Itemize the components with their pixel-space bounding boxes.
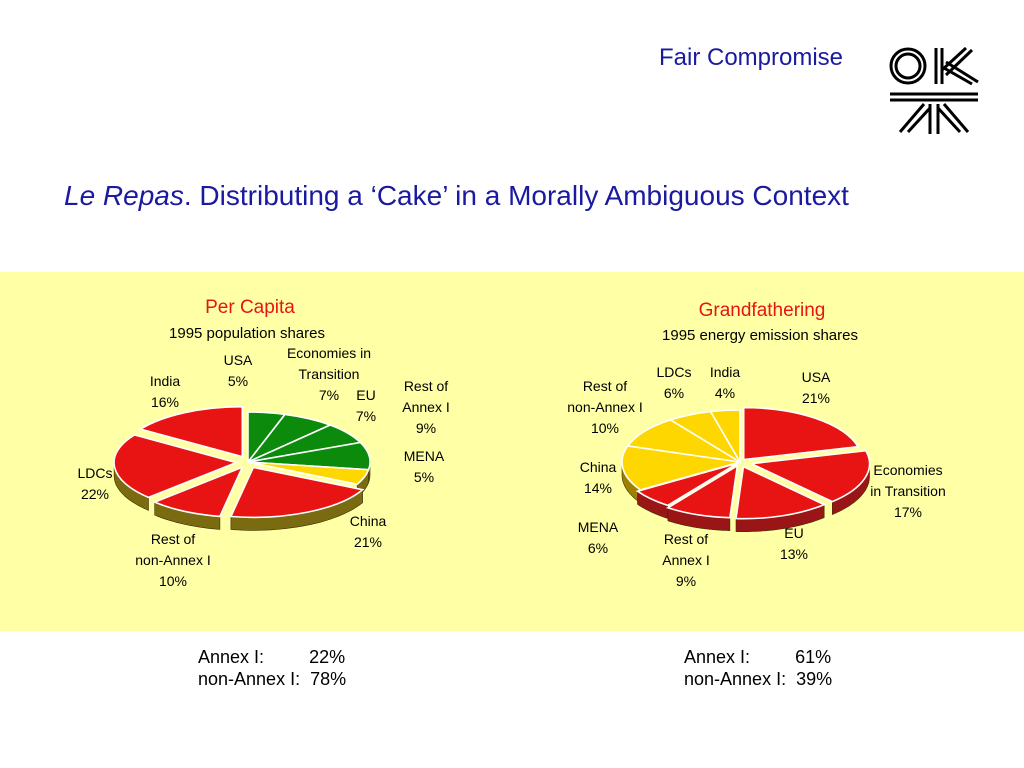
- pie-slice: [748, 449, 871, 503]
- slice-label-line: Annex I: [662, 552, 709, 568]
- slice-label-line: India: [150, 373, 181, 389]
- slice-label-line: Economies in: [287, 345, 371, 361]
- slice-label: India 16%: [150, 373, 181, 410]
- pie-slice: [138, 405, 244, 458]
- slice-label-line: 13%: [780, 546, 808, 562]
- totals-value: 39%: [796, 669, 833, 689]
- slice-label: Economies in Transition 7%: [287, 345, 371, 403]
- slide-title: Le Repas. Distributing a ‘Cake’ in a Mor…: [64, 180, 849, 212]
- slice-label-line: 16%: [151, 394, 179, 410]
- slice-label: LDCs 22%: [77, 465, 112, 502]
- slice-label: Rest of Annex I 9%: [402, 378, 449, 436]
- slice-label-line: USA: [224, 352, 253, 368]
- slice-label-line: 14%: [584, 480, 612, 496]
- pie-slice: [635, 462, 738, 507]
- chart-title: Grandfathering: [699, 300, 826, 321]
- slice-label-line: India: [710, 364, 741, 380]
- slice-label: LDCs 6%: [656, 364, 691, 401]
- slice-label: EU 13%: [780, 525, 808, 562]
- pie-slice: [621, 445, 741, 491]
- slice-label-line: China: [350, 513, 387, 529]
- totals-per-capita: Annex I: 22% non-Annex I: 78%: [198, 646, 346, 690]
- slice-label-line: Rest of: [404, 378, 448, 394]
- chart-subtitle: 1995 energy emission shares: [662, 327, 858, 344]
- pie-chart-per-capita: Per Capita 1995 population shares USA 5% Eco…: [77, 297, 449, 589]
- logo-icon: [889, 46, 979, 134]
- slice-label: Rest of non-Annex I 10%: [135, 531, 211, 589]
- slice-label-line: 22%: [81, 486, 109, 502]
- slice-label-line: non-Annex I: [135, 552, 211, 568]
- slice-label-line: in Transition: [870, 483, 945, 499]
- slice-label: India 4%: [710, 364, 741, 401]
- slice-label-line: LDCs: [656, 364, 691, 380]
- slice-label: USA 5%: [224, 352, 253, 389]
- totals-value: 61%: [795, 647, 832, 667]
- totals-row: Annex I: 22%: [198, 646, 346, 668]
- slice-label-line: 21%: [802, 390, 830, 406]
- pie-slice: [665, 464, 739, 519]
- slice-label-line: Rest of: [583, 378, 627, 394]
- totals-grandfathering: Annex I: 61% non-Annex I: 39%: [684, 646, 832, 690]
- slice-label-line: 6%: [664, 385, 684, 401]
- slice-label-line: 5%: [414, 469, 434, 485]
- totals-row: non-Annex I: 39%: [684, 668, 832, 690]
- pie-slice: [742, 406, 860, 461]
- slice-label-line: MENA: [578, 519, 619, 535]
- slice-label: MENA 6%: [578, 519, 619, 556]
- slice-label-line: USA: [802, 369, 831, 385]
- slice-label-line: 17%: [894, 504, 922, 520]
- slice-label-line: EU: [356, 387, 375, 403]
- pie-slice: [735, 465, 827, 520]
- pie-slice: [152, 465, 244, 518]
- slice-label-line: 6%: [588, 540, 608, 556]
- slice-label-line: 5%: [228, 373, 248, 389]
- chart-subtitle: 1995 population shares: [169, 325, 325, 342]
- pie-slice: [626, 419, 741, 463]
- slice-label-line: MENA: [404, 448, 445, 464]
- slice-label-line: EU: [784, 525, 803, 541]
- slice-label: Economies in Transition 17%: [870, 462, 945, 520]
- slide-title-italic: Le Repas: [64, 180, 184, 211]
- slice-label-line: Rest of: [151, 531, 195, 547]
- slice-label-line: Economies: [873, 462, 942, 478]
- slice-label-line: 10%: [159, 573, 187, 589]
- slice-label-line: China: [580, 459, 617, 475]
- totals-value: 22%: [309, 647, 346, 667]
- slice-label-line: 9%: [416, 420, 436, 436]
- totals-label: non-Annex I:: [684, 669, 787, 689]
- chart-title: Per Capita: [205, 297, 295, 318]
- pie-slice: [247, 461, 370, 486]
- slice-label-line: 4%: [715, 385, 735, 401]
- slice-label: EU 7%: [356, 387, 376, 424]
- slide-title-rest: . Distributing a ‘Cake’ in a Morally Amb…: [183, 180, 849, 211]
- slice-label-line: Rest of: [664, 531, 708, 547]
- slice-label-line: LDCs: [77, 465, 112, 481]
- slice-label-line: 9%: [676, 573, 696, 589]
- slice-label-line: Transition: [299, 366, 360, 382]
- slice-label: USA 21%: [802, 369, 831, 406]
- slice-label: MENA 5%: [404, 448, 445, 485]
- totals-value: 78%: [310, 669, 347, 689]
- slice-label: Rest of Annex I 9%: [662, 531, 709, 589]
- slice-label: China 14%: [580, 459, 617, 496]
- slice-label-line: 10%: [591, 420, 619, 436]
- slice-label: China 21%: [350, 513, 387, 550]
- header-title: Fair Compromise: [659, 44, 844, 71]
- pie-slice: [229, 466, 365, 519]
- pie-chart-grandfathering: Grandfathering 1995 energy emission share…: [567, 300, 945, 589]
- slice-label-line: 7%: [356, 408, 376, 424]
- pie-slice: [709, 409, 741, 465]
- slice-label-line: 21%: [354, 534, 382, 550]
- slice-label: Rest of non-Annex I 10%: [567, 378, 643, 436]
- totals-label: non-Annex I:: [198, 669, 301, 689]
- pie-slice: [113, 434, 239, 499]
- slice-label-line: Annex I: [402, 399, 449, 415]
- totals-row: non-Annex I: 78%: [198, 668, 346, 690]
- slice-label-line: non-Annex I: [567, 399, 643, 415]
- totals-label: Annex I:: [198, 647, 265, 667]
- totals-row: Annex I: 61%: [684, 646, 832, 668]
- totals-label: Annex I:: [684, 647, 751, 667]
- slice-label-line: 7%: [319, 387, 339, 403]
